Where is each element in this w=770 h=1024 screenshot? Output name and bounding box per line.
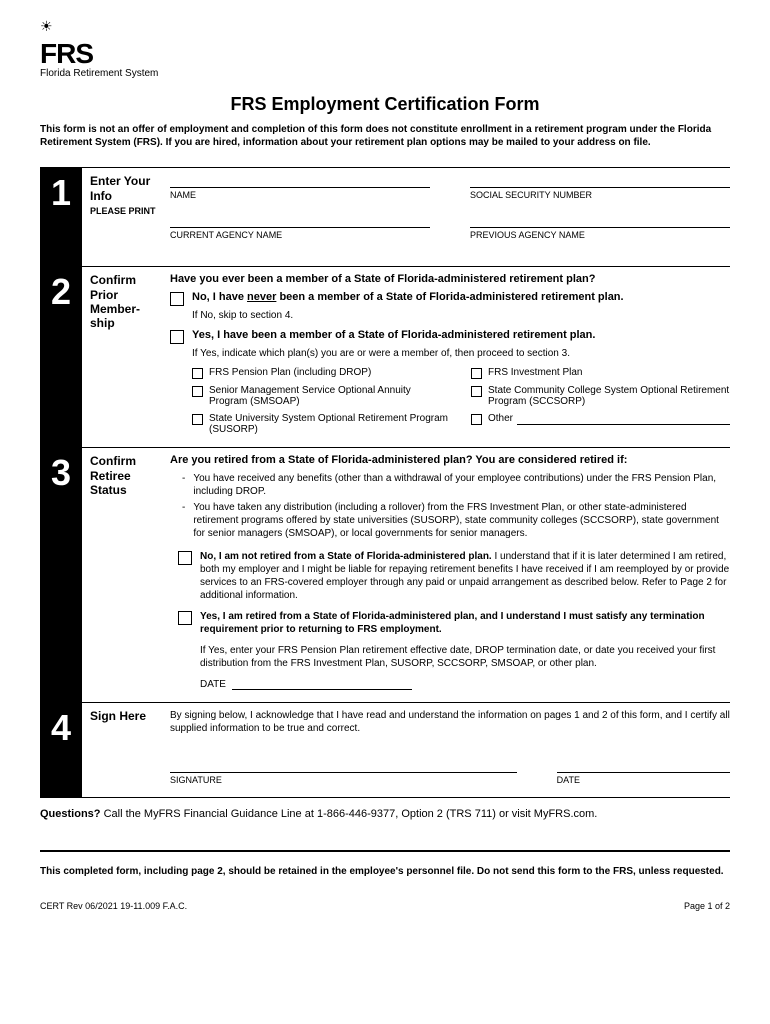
previous-agency-label: PREVIOUS AGENCY NAME — [470, 230, 730, 240]
date-label: DATE — [200, 679, 226, 690]
section-2: 2 Confirm Prior Member-ship Have you eve… — [40, 266, 730, 447]
sun-icon — [40, 20, 58, 38]
checkbox-susorp[interactable] — [192, 414, 203, 425]
section-3-content: Are you retired from a State of Florida-… — [162, 448, 730, 702]
sign-text: By signing below, I acknowledge that I h… — [170, 709, 730, 735]
sign-date-label: DATE — [557, 775, 730, 785]
retirement-date-input[interactable] — [232, 678, 412, 690]
divider — [40, 850, 730, 852]
no-member-sub: If No, skip to section 4. — [192, 310, 730, 321]
section-4-label: Sign Here — [82, 703, 162, 797]
section-4-content: By signing below, I acknowledge that I h… — [162, 703, 730, 797]
checkbox-yes-member[interactable] — [170, 330, 184, 344]
plan-pension: FRS Pension Plan (including DROP) — [209, 367, 371, 378]
checkbox-no-member[interactable] — [170, 292, 184, 306]
name-input[interactable] — [170, 174, 430, 188]
disclaimer-text: This form is not an offer of employment … — [40, 123, 730, 149]
section-4: 4 Sign Here By signing below, I acknowle… — [40, 702, 730, 797]
section-1-content: NAME SOCIAL SECURITY NUMBER CURRENT AGEN… — [162, 168, 730, 266]
logo-subtitle: Florida Retirement System — [40, 68, 730, 79]
plan-grid: FRS Pension Plan (including DROP) FRS In… — [192, 367, 730, 435]
checkbox-not-retired[interactable] — [178, 551, 192, 565]
retain-notice: This completed form, including page 2, s… — [40, 866, 730, 877]
section-1-label: Enter Your Info — [90, 174, 158, 203]
logo-brand: FRS — [40, 41, 730, 66]
questions-text: Call the MyFRS Financial Guidance Line a… — [101, 808, 598, 820]
plan-sccsorp: State Community College System Optional … — [488, 385, 730, 407]
bullet-dash: - — [182, 472, 185, 498]
section-2-number: 2 — [40, 267, 82, 447]
signature-input[interactable] — [170, 759, 517, 773]
logo-block: FRS Florida Retirement System — [40, 20, 730, 79]
bullet-dash: - — [182, 501, 185, 540]
footer-left: CERT Rev 06/2021 19-11.009 F.A.C. — [40, 901, 187, 911]
previous-agency-input[interactable] — [470, 214, 730, 228]
section-3-label: Confirm Retiree Status — [82, 448, 162, 702]
current-agency-input[interactable] — [170, 214, 430, 228]
ssn-label: SOCIAL SECURITY NUMBER — [470, 190, 730, 200]
section-2-label: Confirm Prior Member-ship — [82, 267, 162, 447]
current-agency-label: CURRENT AGENCY NAME — [170, 230, 430, 240]
checkbox-smsoap[interactable] — [192, 386, 203, 397]
yes-member-text: Yes, I have been a member of a State of … — [192, 329, 730, 341]
not-retired-text: No, I am not retired from a State of Flo… — [200, 550, 730, 602]
section-3-number: 3 — [40, 448, 82, 702]
plan-susorp: State University System Optional Retirem… — [209, 413, 451, 435]
plan-smsoap: Senior Management Service Optional Annui… — [209, 385, 451, 407]
footer-right: Page 1 of 2 — [684, 901, 730, 911]
checkbox-pension[interactable] — [192, 368, 203, 379]
yes-retired-sub: If Yes, enter your FRS Pension Plan reti… — [200, 644, 730, 670]
checkbox-other[interactable] — [471, 414, 482, 425]
name-label: NAME — [170, 190, 430, 200]
section-1-number: 1 — [40, 168, 82, 266]
bullet-1: You have received any benefits (other th… — [193, 472, 730, 498]
section-2-question: Have you ever been a member of a State o… — [170, 273, 730, 285]
signature-label: SIGNATURE — [170, 775, 517, 785]
no-member-text: No, I have never been a member of a Stat… — [192, 291, 730, 303]
section-1: 1 Enter Your Info PLEASE PRINT NAME SOCI… — [40, 167, 730, 266]
yes-retired-text: Yes, I am retired from a State of Florid… — [200, 610, 730, 636]
questions-line: Questions? Call the MyFRS Financial Guid… — [40, 797, 730, 820]
bullet-2: You have taken any distribution (includi… — [193, 501, 730, 540]
sign-date-input[interactable] — [557, 759, 730, 773]
section-2-content: Have you ever been a member of a State o… — [162, 267, 730, 447]
checkbox-yes-retired[interactable] — [178, 611, 192, 625]
section-3: 3 Confirm Retiree Status Are you retired… — [40, 447, 730, 702]
section-4-number: 4 — [40, 703, 82, 797]
yes-member-sub: If Yes, indicate which plan(s) you are o… — [192, 348, 730, 359]
plan-investment: FRS Investment Plan — [488, 367, 582, 378]
other-input[interactable] — [517, 413, 730, 425]
checkbox-sccsorp[interactable] — [471, 386, 482, 397]
form-title: FRS Employment Certification Form — [40, 94, 730, 115]
checkbox-investment[interactable] — [471, 368, 482, 379]
plan-other: Other — [488, 413, 513, 424]
footer: CERT Rev 06/2021 19-11.009 F.A.C. Page 1… — [40, 901, 730, 911]
ssn-input[interactable] — [470, 174, 730, 188]
section-1-label-col: Enter Your Info PLEASE PRINT — [82, 168, 162, 266]
section-1-sublabel: PLEASE PRINT — [90, 206, 158, 217]
section-3-question: Are you retired from a State of Florida-… — [170, 454, 730, 466]
questions-label: Questions? — [40, 808, 101, 820]
